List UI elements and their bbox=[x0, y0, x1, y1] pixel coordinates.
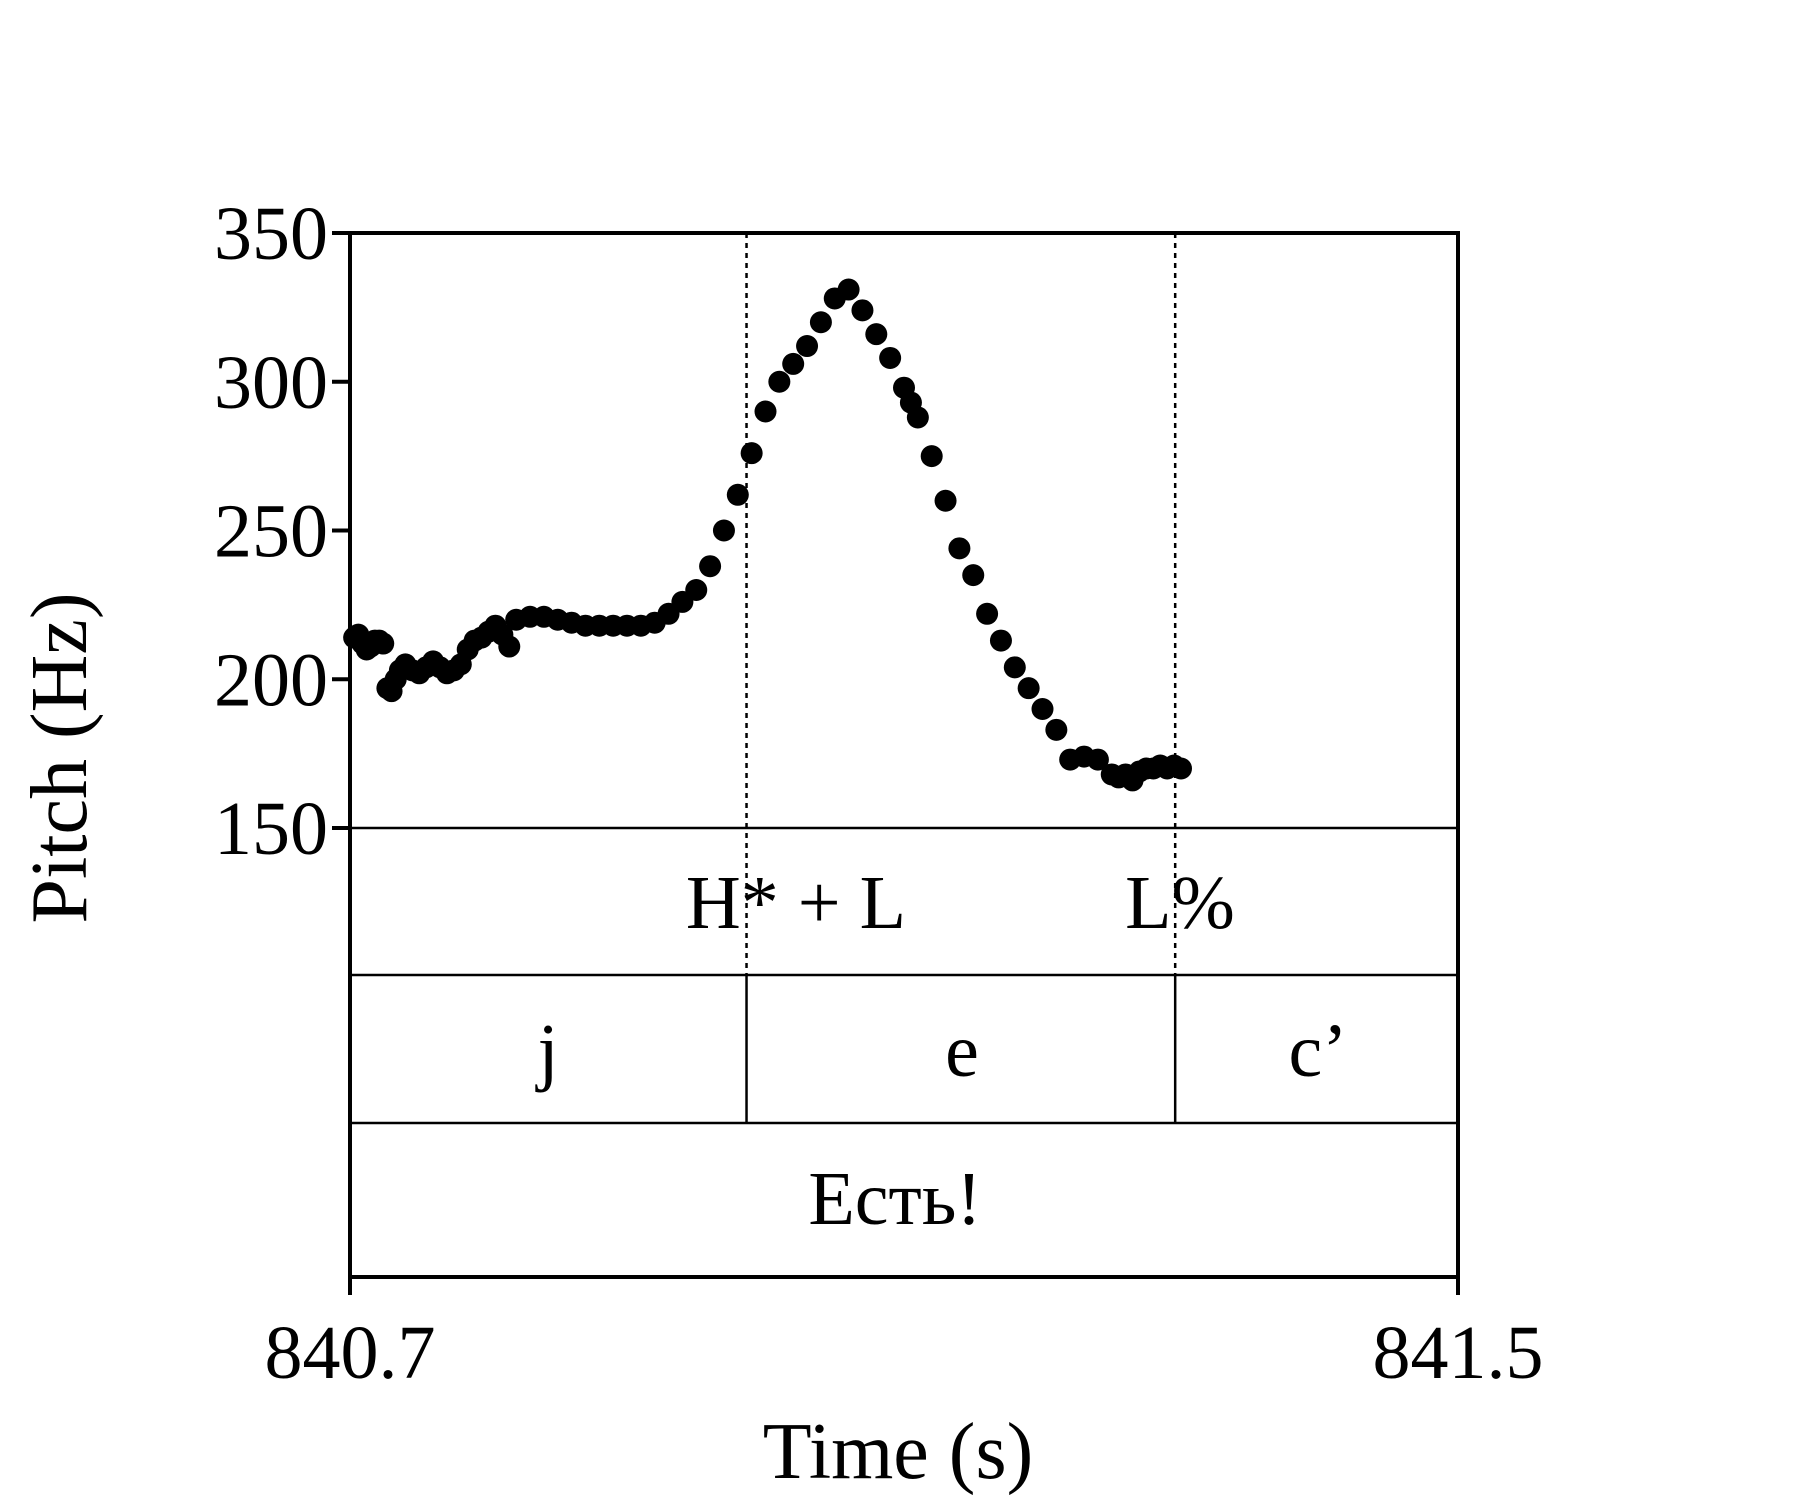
pitch-point bbox=[1045, 718, 1068, 741]
pitch-point bbox=[782, 352, 805, 375]
pitch-point bbox=[962, 564, 985, 587]
pitch-point bbox=[1170, 757, 1192, 780]
pitch-point bbox=[989, 629, 1012, 652]
pitch-point bbox=[768, 370, 791, 393]
pitch-point bbox=[726, 483, 749, 506]
pitch-point bbox=[837, 278, 860, 301]
pitch-point bbox=[685, 579, 708, 601]
pitch-point bbox=[498, 635, 521, 658]
pitch-point bbox=[699, 555, 722, 578]
x-axis-title: Time (s) bbox=[763, 1408, 1033, 1496]
pitch-point bbox=[1086, 748, 1109, 771]
pitch-point bbox=[372, 632, 395, 655]
pitch-point bbox=[796, 335, 819, 358]
word-label: Есть! bbox=[808, 1157, 981, 1241]
pitch-contour bbox=[343, 278, 1192, 792]
x-tick-label-right: 841.5 bbox=[1373, 1311, 1544, 1395]
pitch-point bbox=[712, 519, 735, 542]
pitch-point bbox=[865, 323, 888, 346]
pitch-point bbox=[920, 445, 943, 468]
segment-label-j: j bbox=[534, 1009, 558, 1093]
tone-label-l-percent: L% bbox=[1125, 861, 1235, 945]
pitch-point bbox=[934, 489, 957, 512]
tone-label-h-star-l: H* + L bbox=[686, 861, 906, 945]
pitch-point bbox=[809, 311, 832, 334]
segment-label-e: e bbox=[945, 1009, 979, 1093]
y-tick-label: 200 bbox=[214, 638, 328, 722]
x-tick-label-left: 840.7 bbox=[265, 1311, 436, 1395]
y-tick-label: 350 bbox=[214, 192, 328, 276]
y-axis-ticks: 350 300 250 200 150 bbox=[214, 192, 350, 871]
pitch-point bbox=[948, 537, 971, 560]
pitch-point bbox=[754, 400, 777, 423]
y-tick-label: 150 bbox=[214, 787, 328, 871]
pitch-point bbox=[1031, 698, 1054, 720]
pitch-point bbox=[906, 406, 929, 429]
pitch-point bbox=[740, 442, 763, 465]
pitch-point bbox=[879, 346, 902, 369]
pitch-point bbox=[976, 602, 999, 625]
y-tick-label: 300 bbox=[214, 341, 328, 425]
segment-boundaries bbox=[745, 233, 1177, 1123]
y-tick-label: 250 bbox=[214, 490, 328, 574]
segment-label-c: c’ bbox=[1288, 1009, 1347, 1093]
plot-frame bbox=[348, 231, 1460, 1279]
pitch-point bbox=[1003, 656, 1026, 679]
y-axis-title: Pitch (Hz) bbox=[16, 592, 104, 923]
pitch-point bbox=[851, 299, 874, 322]
pitch-point bbox=[1017, 677, 1040, 700]
